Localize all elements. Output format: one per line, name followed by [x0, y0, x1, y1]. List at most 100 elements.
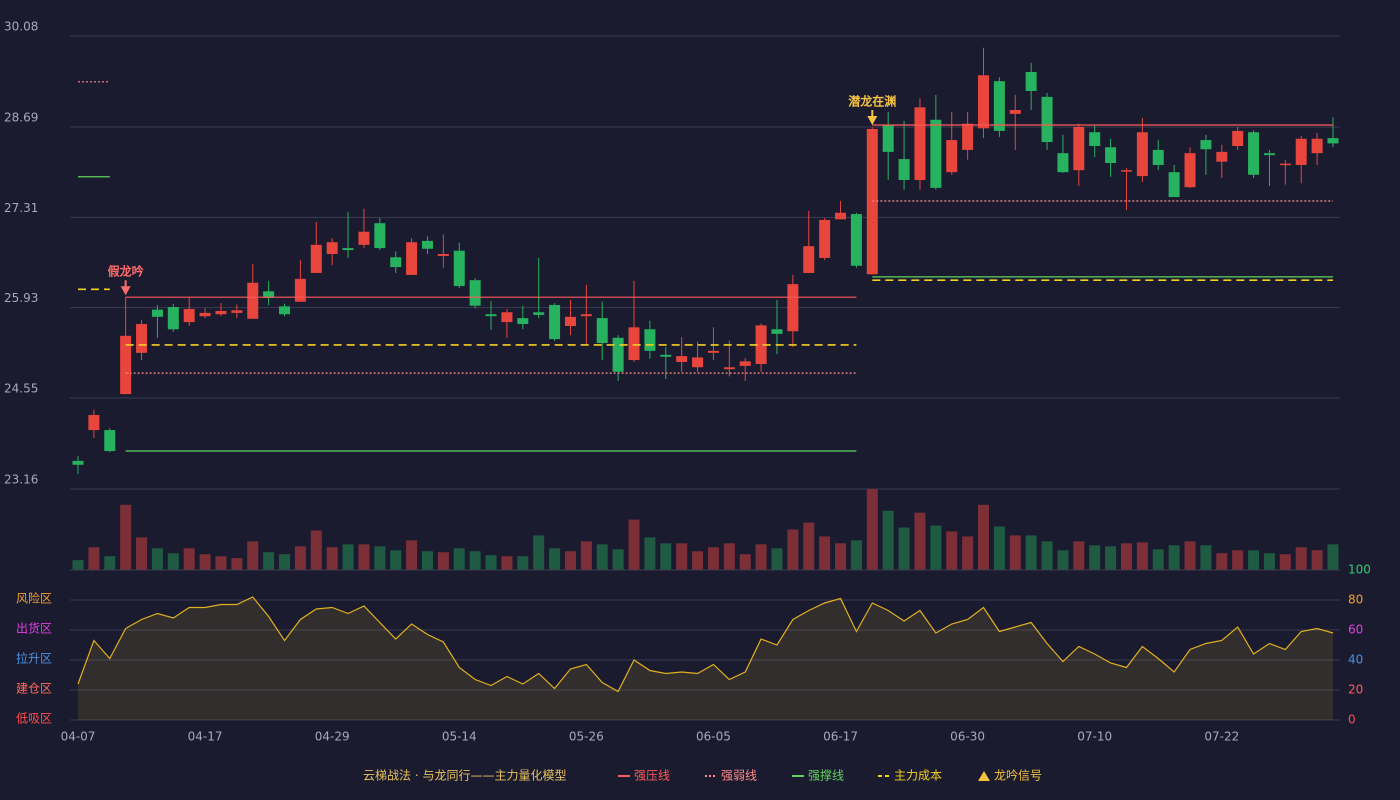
candle-body: [946, 140, 958, 173]
candle-body: [962, 123, 974, 150]
candle-body: [1136, 132, 1148, 177]
candle-body: [247, 282, 259, 319]
y-tick-label: 27.31: [4, 201, 38, 215]
signal-label: 潜龙在渊: [848, 93, 896, 108]
indicator-area: [78, 597, 1333, 720]
candle-body: [1025, 72, 1037, 91]
volume-bar: [1073, 541, 1085, 570]
volume-bar: [1041, 541, 1053, 570]
y-tick-label: 25.93: [4, 291, 38, 305]
legend-label: 主力成本: [894, 769, 942, 783]
candle-body: [1327, 138, 1339, 144]
volume-bar: [1057, 550, 1069, 570]
volume-bar: [1295, 547, 1307, 570]
volume-bar: [628, 519, 640, 570]
candle-body: [1263, 153, 1275, 156]
volume-bar: [850, 540, 862, 570]
volume-bar: [1120, 543, 1132, 570]
volume-bar: [485, 555, 497, 570]
volume-bar: [120, 504, 132, 570]
candle-body: [1041, 96, 1053, 143]
candle-body: [628, 327, 640, 361]
candle-body: [1232, 130, 1244, 146]
candle-body: [850, 214, 862, 266]
y-tick-label: 20: [1348, 683, 1363, 697]
legend-label: 强撑线: [808, 768, 844, 783]
volume-bar: [1136, 542, 1148, 570]
candle-body: [866, 128, 878, 275]
volume-bar: [676, 543, 688, 570]
candle-body: [660, 354, 672, 357]
candle-body: [437, 253, 449, 256]
volume-bar: [771, 548, 783, 570]
candle-body: [1089, 132, 1101, 146]
volume-bar: [72, 560, 84, 570]
volume-bar: [930, 525, 942, 570]
y-tick-label: 100: [1348, 563, 1371, 577]
candle-body: [501, 312, 513, 323]
signal-arrow: [867, 109, 878, 125]
volume-bar: [1152, 549, 1164, 570]
volume-bar: [692, 551, 704, 570]
volume-bar: [660, 543, 672, 570]
candle-body: [1216, 151, 1228, 162]
y-tick-label: 24.55: [4, 382, 38, 396]
volume-bar: [167, 553, 179, 570]
candle-body: [914, 107, 926, 181]
volume-bar: [596, 544, 608, 570]
volume-bar: [1168, 545, 1180, 570]
zone-label: 出货区: [16, 621, 52, 636]
x-tick-label: 04-29: [315, 730, 350, 744]
volume-bar: [326, 547, 338, 570]
volume-bar: [406, 540, 418, 570]
volume-bar: [1279, 554, 1291, 570]
candle-body: [72, 460, 84, 465]
candle-body: [1168, 172, 1180, 198]
signal-label: 假龙吟: [108, 264, 144, 279]
volume-bar: [501, 556, 513, 570]
volume-bar: [1311, 550, 1323, 570]
volume-bar: [1263, 553, 1275, 570]
candle-body: [358, 231, 370, 245]
volume-bar: [962, 536, 974, 570]
candle-body: [1105, 147, 1117, 163]
volume-bar: [1009, 535, 1021, 570]
candle-body: [120, 335, 132, 395]
volume-bar: [707, 547, 719, 570]
candle-body: [549, 305, 561, 340]
indicator-line: [77, 596, 1334, 693]
volume-bar: [978, 504, 990, 570]
volume-bar: [1216, 553, 1228, 570]
legend-label: 强压线: [634, 769, 670, 783]
x-tick-label: 05-26: [569, 730, 604, 744]
volume-bar: [263, 552, 275, 570]
candle-body: [1120, 170, 1132, 172]
x-tick-label: 06-17: [823, 730, 858, 744]
candle-body: [1295, 138, 1307, 165]
volume-bar: [469, 551, 481, 570]
candle-body: [803, 246, 815, 273]
candle-body: [835, 212, 847, 220]
candle-body: [882, 125, 894, 152]
volume-bar: [374, 546, 386, 570]
candle-body: [517, 318, 529, 325]
x-tick-label: 07-22: [1204, 730, 1239, 744]
candle-body: [421, 240, 433, 249]
zone-label: 风险区: [16, 591, 52, 606]
candle-body: [707, 350, 719, 353]
y-tick-label: 40: [1348, 653, 1363, 667]
volume-bar: [723, 543, 735, 570]
candle-body: [104, 430, 116, 452]
candle-body: [787, 284, 799, 332]
volume-bar: [787, 529, 799, 570]
candle-body: [564, 316, 576, 326]
volume-bar: [533, 535, 545, 570]
zone-label: 拉升区: [16, 651, 52, 666]
legend-label: 龙吟信号: [994, 768, 1042, 783]
candle-body: [1152, 149, 1164, 165]
candle-body: [644, 329, 656, 351]
volume-bar: [993, 526, 1005, 570]
candle-body: [755, 325, 767, 364]
candle-body: [819, 219, 831, 258]
